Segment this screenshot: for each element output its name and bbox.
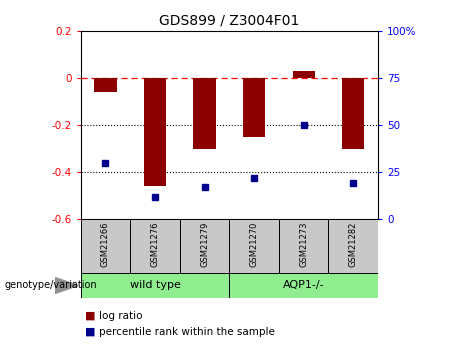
Bar [180, 219, 229, 273]
Bar [293, 71, 315, 78]
Bar [243, 78, 265, 137]
Bar [279, 219, 328, 273]
Bar [81, 273, 230, 298]
Bar [229, 273, 378, 298]
Text: percentile rank within the sample: percentile rank within the sample [99, 327, 275, 337]
Title: GDS899 / Z3004F01: GDS899 / Z3004F01 [159, 13, 300, 27]
Bar [328, 219, 378, 273]
Text: GSM21282: GSM21282 [349, 222, 358, 267]
Bar [144, 78, 166, 186]
Text: GSM21276: GSM21276 [150, 222, 160, 267]
Bar [81, 219, 130, 273]
Text: ■: ■ [85, 327, 96, 337]
Bar [342, 78, 364, 149]
Text: GSM21266: GSM21266 [101, 222, 110, 267]
Bar [194, 78, 216, 149]
Text: GSM21273: GSM21273 [299, 222, 308, 267]
Text: GSM21279: GSM21279 [200, 222, 209, 267]
Text: genotype/variation: genotype/variation [5, 280, 97, 290]
Bar [95, 78, 117, 92]
Bar [229, 219, 279, 273]
Bar [130, 219, 180, 273]
Text: wild type: wild type [130, 280, 180, 290]
Polygon shape [55, 278, 78, 293]
Text: log ratio: log ratio [99, 311, 142, 321]
Text: ■: ■ [85, 311, 96, 321]
Text: AQP1-/-: AQP1-/- [283, 280, 325, 290]
Text: GSM21270: GSM21270 [249, 222, 259, 267]
